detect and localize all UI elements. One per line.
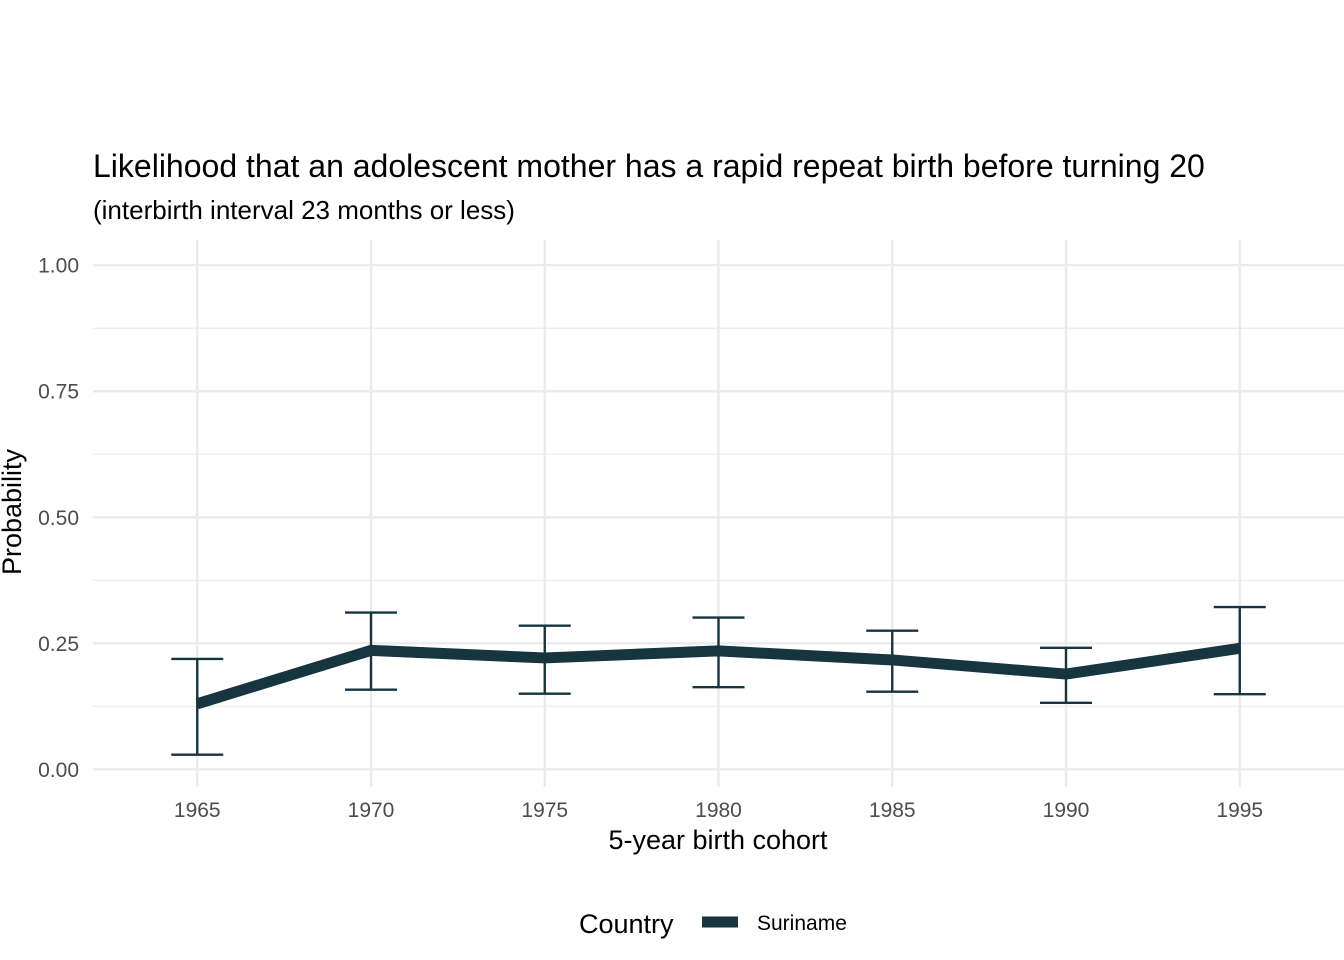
legend: Country Suriname bbox=[579, 909, 847, 939]
series-lines bbox=[195, 642, 1241, 710]
x-axis-ticks: 1965 1970 1975 1980 1985 1990 1995 bbox=[174, 799, 1263, 822]
x-tick-label: 1995 bbox=[1216, 799, 1263, 822]
y-tick-label: 0.75 bbox=[38, 381, 79, 404]
x-tick-label: 1970 bbox=[348, 799, 395, 822]
x-tick-label: 1985 bbox=[869, 799, 916, 822]
legend-title: Country bbox=[579, 909, 674, 939]
x-tick-label: 1965 bbox=[174, 799, 221, 822]
chart-title: Likelihood that an adolescent mother has… bbox=[93, 148, 1205, 184]
y-axis-title: Probability bbox=[0, 448, 27, 575]
y-tick-label: 0.25 bbox=[38, 633, 79, 656]
x-tick-label: 1990 bbox=[1043, 799, 1090, 822]
y-axis-ticks: 0.00 0.25 0.50 0.75 1.00 bbox=[38, 255, 79, 782]
legend-label-suriname: Suriname bbox=[757, 912, 847, 935]
chart-subtitle: (interbirth interval 23 months or less) bbox=[93, 195, 515, 225]
x-tick-label: 1980 bbox=[695, 799, 742, 822]
series-line-suriname bbox=[195, 642, 1241, 710]
y-tick-label: 1.00 bbox=[38, 255, 79, 278]
x-axis-title: 5-year birth cohort bbox=[608, 825, 828, 855]
y-tick-label: 0.00 bbox=[38, 759, 79, 782]
gridlines bbox=[93, 240, 1344, 787]
error-bars bbox=[171, 605, 1266, 756]
y-tick-label: 0.50 bbox=[38, 507, 79, 530]
x-tick-label: 1975 bbox=[521, 799, 568, 822]
error-bar bbox=[171, 657, 224, 756]
